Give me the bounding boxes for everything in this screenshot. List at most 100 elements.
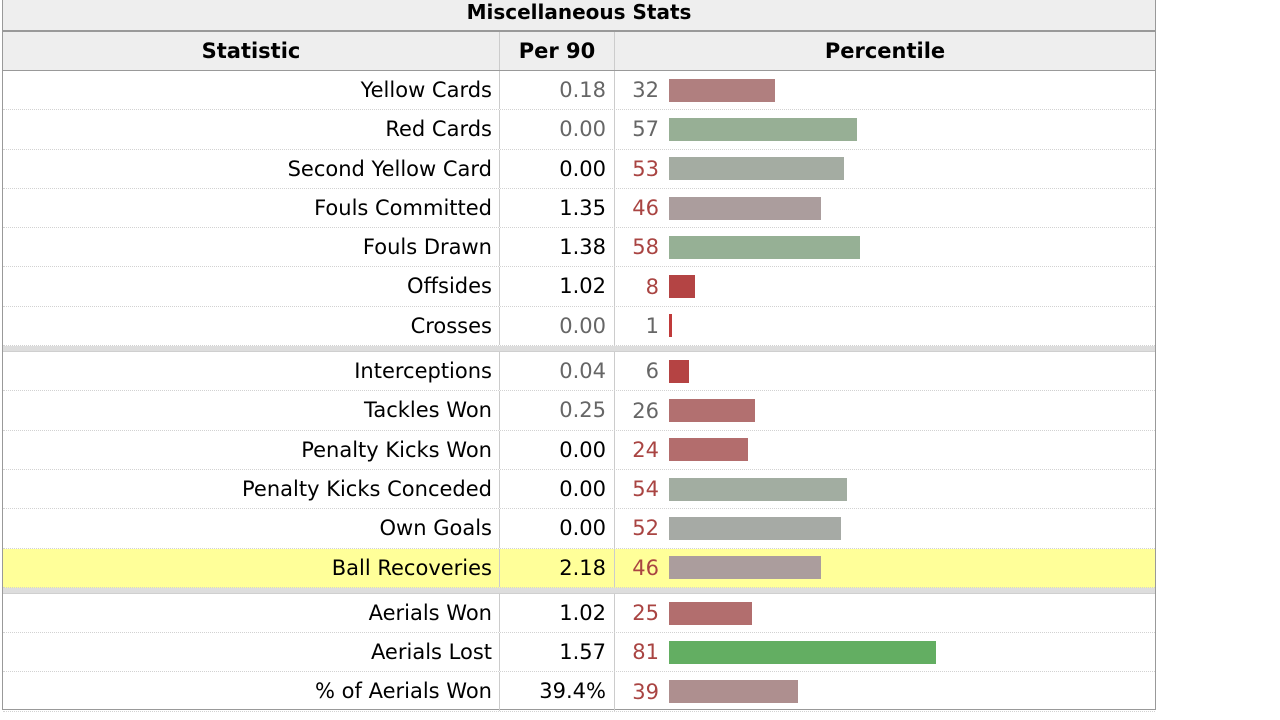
percentile-bar xyxy=(669,640,936,664)
per90-cell: 0.18 xyxy=(500,71,615,110)
table-row: % of Aerials Won 39.4% 39 xyxy=(3,672,1155,712)
per90-cell: 0.00 xyxy=(500,469,615,509)
per90-cell: 0.00 xyxy=(500,110,615,149)
table-row: Penalty Kicks Conceded 0.00 54 xyxy=(3,469,1155,510)
percentile-bar xyxy=(669,359,689,383)
stat-name-cell: Aerials Won xyxy=(3,593,500,633)
table-caption: Miscellaneous Stats xyxy=(3,0,1155,32)
percentile-value: 81 xyxy=(632,640,659,665)
percentile-bar xyxy=(669,556,821,580)
stat-name-cell: Penalty Kicks Conceded xyxy=(3,469,500,509)
percentile-bar xyxy=(669,477,847,501)
stat-name-cell: Red Cards xyxy=(3,110,500,149)
percentile-value: 8 xyxy=(645,274,659,299)
percentile-cell: 8 xyxy=(615,267,1155,305)
stat-name-cell: Aerials Lost xyxy=(3,633,500,672)
percentile-bar xyxy=(669,157,844,181)
percentile-value: 46 xyxy=(632,555,659,580)
percentile-bar xyxy=(669,680,798,704)
percentile-bar xyxy=(669,235,860,259)
percentile-cell: 25 xyxy=(615,594,1155,632)
header-statistic[interactable]: Statistic xyxy=(3,32,500,70)
percentile-bar xyxy=(669,196,821,220)
percentile-bar xyxy=(669,438,748,462)
percentile-cell: 26 xyxy=(615,391,1155,429)
table-row: Tackles Won 0.25 26 xyxy=(3,391,1155,431)
table-row: Red Cards 0.00 57 xyxy=(3,110,1155,150)
table-body: Yellow Cards 0.18 32 Red Cards 0.00 57 Second … xyxy=(3,71,1155,712)
table-row: Ball Recoveries 2.18 46 xyxy=(3,548,1155,588)
percentile-cell: 46 xyxy=(615,549,1155,587)
stat-name-cell: Interceptions xyxy=(3,352,500,391)
per90-cell: 0.00 xyxy=(500,430,615,469)
table-row: Own Goals 0.00 52 xyxy=(3,509,1155,549)
percentile-bar xyxy=(669,601,752,625)
stat-name-cell: Penalty Kicks Won xyxy=(3,430,500,469)
percentile-cell: 46 xyxy=(615,189,1155,227)
stat-name-cell: Own Goals xyxy=(3,509,500,548)
table-row: Penalty Kicks Won 0.00 24 xyxy=(3,430,1155,470)
table-row: Second Yellow Card 0.00 53 xyxy=(3,149,1155,189)
table-row: Aerials Won 1.02 25 xyxy=(3,593,1155,634)
stat-name-cell: Ball Recoveries xyxy=(3,548,500,587)
stat-name-cell: Fouls Committed xyxy=(3,188,500,228)
table-row: Fouls Committed 1.35 46 xyxy=(3,188,1155,229)
group-separator xyxy=(3,587,1155,594)
percentile-value: 46 xyxy=(632,196,659,221)
percentile-value: 1 xyxy=(645,313,659,338)
table-row: Fouls Drawn 1.38 58 xyxy=(3,228,1155,268)
per90-cell: 0.00 xyxy=(500,306,615,346)
percentile-value: 52 xyxy=(632,516,659,541)
table-row: Crosses 0.00 1 xyxy=(3,306,1155,347)
percentile-value: 25 xyxy=(632,601,659,625)
percentile-cell: 81 xyxy=(615,633,1155,671)
per90-cell: 0.25 xyxy=(500,391,615,430)
table-row: Yellow Cards 0.18 32 xyxy=(3,71,1155,111)
stat-name-cell: Second Yellow Card xyxy=(3,149,500,188)
percentile-value: 6 xyxy=(645,359,659,384)
percentile-value: 39 xyxy=(632,679,659,704)
percentile-bar xyxy=(669,117,857,141)
stat-name-cell: Tackles Won xyxy=(3,391,500,430)
percentile-bar xyxy=(669,516,841,540)
group-separator xyxy=(3,346,1155,353)
stat-name-cell: Offsides xyxy=(3,267,500,306)
per90-cell: 1.38 xyxy=(500,228,615,267)
stat-name-cell: Crosses xyxy=(3,306,500,346)
percentile-value: 54 xyxy=(632,477,659,502)
percentile-value: 57 xyxy=(632,117,659,142)
percentile-cell: 6 xyxy=(615,352,1155,390)
percentile-cell: 57 xyxy=(615,110,1155,148)
percentile-cell: 58 xyxy=(615,228,1155,266)
per90-cell: 0.00 xyxy=(500,509,615,548)
percentile-value: 58 xyxy=(632,235,659,260)
per90-cell: 39.4% xyxy=(500,672,615,711)
header-per90[interactable]: Per 90 xyxy=(500,32,615,70)
percentile-bar xyxy=(669,314,672,338)
percentile-cell: 32 xyxy=(615,71,1155,109)
percentile-cell: 53 xyxy=(615,150,1155,188)
table-row: Interceptions 0.04 6 xyxy=(3,352,1155,392)
percentile-cell: 52 xyxy=(615,509,1155,547)
per90-cell: 1.35 xyxy=(500,188,615,228)
per90-cell: 1.57 xyxy=(500,633,615,672)
stat-name-cell: Fouls Drawn xyxy=(3,228,500,267)
percentile-value: 53 xyxy=(632,156,659,181)
table-row: Offsides 1.02 8 xyxy=(3,267,1155,307)
header-percentile[interactable]: Percentile xyxy=(824,39,946,63)
per90-cell: 1.02 xyxy=(500,267,615,306)
percentile-value: 26 xyxy=(632,398,659,423)
per90-cell: 0.04 xyxy=(500,352,615,391)
percentile-cell: 24 xyxy=(615,431,1155,469)
percentile-cell: 54 xyxy=(615,470,1155,508)
percentile-bar xyxy=(669,275,695,299)
misc-stats-table: Miscellaneous Stats Statistic Per 90 Per… xyxy=(2,0,1156,712)
percentile-cell: 1 xyxy=(615,307,1155,345)
table-row: Aerials Lost 1.57 81 xyxy=(3,633,1155,673)
per90-cell: 0.00 xyxy=(500,149,615,188)
stat-name-cell: Yellow Cards xyxy=(3,71,500,110)
per90-cell: 2.18 xyxy=(500,548,615,587)
percentile-bar xyxy=(669,78,775,102)
percentile-value: 24 xyxy=(632,437,659,462)
percentile-bar xyxy=(669,399,755,423)
